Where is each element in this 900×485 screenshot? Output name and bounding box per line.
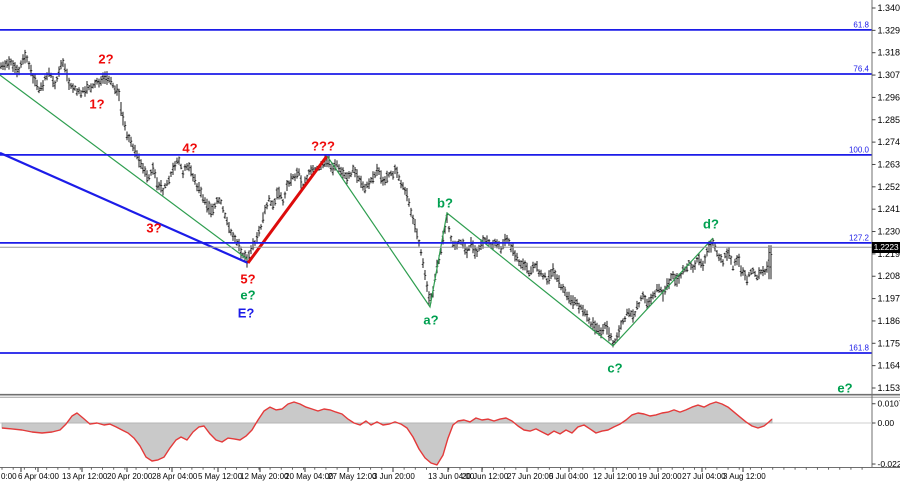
time-axis-label: 27 Jul 04:00	[682, 472, 726, 481]
fib-label: 161.8	[849, 344, 870, 353]
trend-line-descending-green[interactable]	[0, 74, 248, 260]
oscillator-axis-label: -0.02289	[878, 459, 900, 469]
wave-label[interactable]: 3?	[146, 221, 161, 236]
wave-label[interactable]: e?	[240, 288, 255, 303]
oscillator-area	[1, 401, 773, 466]
fib-label: 76.4	[853, 65, 869, 74]
price-axis-label: 1.2960	[878, 92, 900, 102]
wave-label[interactable]: e?	[837, 381, 852, 396]
wave-label[interactable]: b?	[437, 196, 453, 211]
candlestick-bars	[0, 49, 773, 348]
time-axis-label: 27 May 12:00	[328, 472, 377, 481]
time-axis-label: 5 May 12:00	[198, 472, 243, 481]
time-axis-label: 0:00	[1, 472, 17, 481]
wave-label[interactable]: 1?	[89, 97, 104, 112]
fib-label: 127.2	[849, 233, 870, 242]
price-axis-label: 1.2410	[878, 204, 900, 214]
price-axis-label: 1.2740	[878, 137, 900, 147]
wave-label[interactable]: ???	[311, 139, 335, 154]
price-axis-label: 1.3180	[878, 48, 900, 58]
oscillator-axis-label: 0.00	[878, 418, 895, 428]
time-axis-label: 20 Jun 12:00	[462, 472, 509, 481]
price-axis-label: 1.1640	[878, 361, 900, 371]
time-axis-label: 3 Aug 12:00	[723, 472, 766, 481]
time-axis-label: 3 Jun 20:00	[373, 472, 415, 481]
trend-line-impulse-red[interactable]	[246, 155, 329, 264]
wave-label[interactable]: E?	[238, 306, 255, 321]
oscillator-panel[interactable]	[0, 401, 872, 466]
price-axis-label: 1.2190	[878, 249, 900, 259]
time-axis-label: 12 May 20:00	[240, 472, 289, 481]
trend-line-descending-channel-blue[interactable]	[0, 151, 249, 265]
fib-label: 61.8	[853, 20, 869, 29]
time-axis-label: 27 Jun 20:00	[507, 472, 554, 481]
price-axis-label: 1.2850	[878, 115, 900, 125]
wave-label[interactable]: c?	[607, 361, 622, 376]
wave-label[interactable]: 5?	[240, 272, 255, 287]
current-price-tag: 1.2223	[872, 241, 900, 253]
price-axis-label: 1.3070	[878, 70, 900, 80]
price-axis-label: 1.2520	[878, 182, 900, 192]
time-axis-label: 13 Jun 04:00	[428, 472, 475, 481]
time-axis-label: 5 Jul 04:00	[549, 472, 589, 481]
oscillator-axis-label: 0.01075	[878, 399, 900, 409]
time-axis-label: 13 Apr 12:00	[62, 472, 108, 481]
wave-label[interactable]: 4?	[182, 141, 197, 156]
price-axis-label: 1.2300	[878, 227, 900, 237]
oscillator-signal-line	[1, 401, 773, 466]
wave-label[interactable]: d?	[703, 217, 719, 232]
price-axis-label: 1.1750	[878, 338, 900, 348]
price-axis-label: 1.3290	[878, 25, 900, 35]
trend-line-zigzag-green[interactable]	[326, 155, 714, 347]
price-axis-label: 1.3400	[878, 3, 900, 13]
time-axis-label: 6 Apr 04:00	[18, 472, 59, 481]
time-axis-label: 28 Apr 04:00	[152, 472, 198, 481]
current-price-value: 1.2223	[873, 241, 899, 252]
time-axis-label: 12 Jul 12:00	[593, 472, 637, 481]
time-axis-label: 20 Apr 20:00	[107, 472, 153, 481]
price-axis-label: 1.2080	[878, 271, 900, 281]
price-axis-label: 1.2630	[878, 159, 900, 169]
fib-label: 100.0	[849, 145, 870, 154]
wave-label[interactable]: a?	[423, 313, 438, 328]
time-axis-label: 20 May 04:00	[285, 472, 334, 481]
wave-label[interactable]: 2?	[98, 52, 113, 67]
time-axis-label: 19 Jul 20:00	[638, 472, 682, 481]
price-axis-label: 1.1860	[878, 316, 900, 326]
price-axis-label: 1.1970	[878, 294, 900, 304]
